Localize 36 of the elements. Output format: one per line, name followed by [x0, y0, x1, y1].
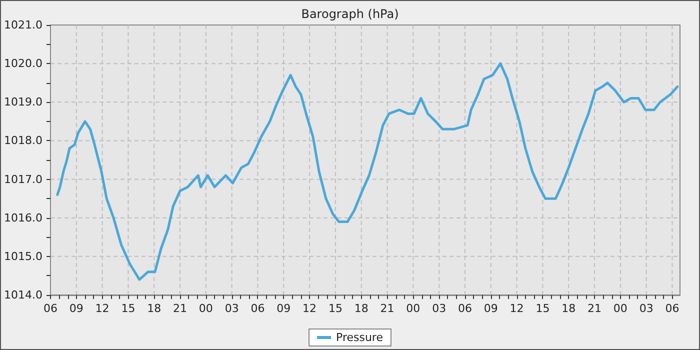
x-tick-label: 09 [69, 302, 84, 315]
x-tick-label: 21 [588, 302, 602, 315]
x-tick-label: 00 [613, 302, 628, 315]
x-tick-label: 09 [276, 302, 291, 315]
y-tick-label: 1020.0 [4, 57, 42, 70]
x-tick-label: 21 [380, 302, 394, 315]
x-tick-label: 03 [432, 302, 446, 315]
x-tick-label: 15 [121, 302, 136, 315]
x-tick-label: 00 [198, 302, 213, 315]
x-tick-label: 12 [95, 302, 110, 315]
x-tick-label: 12 [302, 302, 317, 315]
x-tick-label: 15 [536, 302, 550, 315]
x-tick-label: 06 [250, 302, 265, 315]
y-tick-label: 1018.0 [4, 134, 42, 148]
x-tick-label: 18 [147, 302, 162, 315]
x-tick-label: 18 [562, 302, 576, 315]
x-tick-label: 21 [173, 302, 188, 315]
y-tick-label: 1016.0 [4, 211, 42, 224]
y-tick-label: 1015.0 [4, 250, 42, 263]
line-series [56, 62, 679, 281]
x-tick-label: 00 [406, 302, 420, 315]
x-tick-label: 18 [354, 302, 368, 315]
x-tick-label: 06 [43, 302, 58, 315]
legend-label: Pressure [336, 331, 384, 344]
chart-title: Barograph (hPa) [301, 7, 399, 21]
y-tick-label: 1019.0 [4, 96, 42, 109]
x-tick-label: 09 [484, 302, 498, 315]
y-tick-label: 1021.0 [4, 18, 42, 32]
y-tick-label: 1017.0 [4, 172, 42, 186]
x-tick-label: 12 [510, 302, 524, 315]
x-tick-label: 03 [224, 302, 239, 315]
y-tick-label: 1014.0 [4, 288, 42, 302]
x-tick-label: 06 [458, 302, 472, 315]
x-tick-label: 06 [665, 302, 680, 315]
x-tick-label: 15 [328, 302, 342, 315]
x-tick-label: 03 [639, 302, 654, 315]
